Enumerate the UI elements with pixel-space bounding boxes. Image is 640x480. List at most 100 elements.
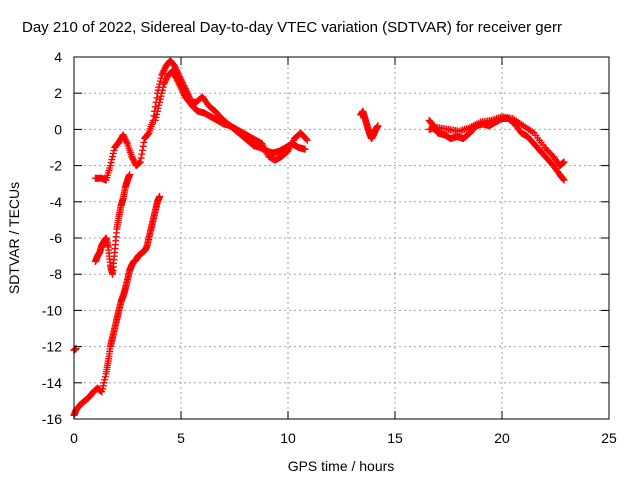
y-tick-label: -12 <box>42 339 62 355</box>
data-point <box>128 153 136 161</box>
data-point <box>98 388 106 396</box>
data-point <box>121 135 129 143</box>
data-point <box>136 158 144 166</box>
data-point <box>128 154 136 162</box>
data-point <box>156 95 164 103</box>
data-point <box>177 84 185 92</box>
series-mid-low-trace <box>91 171 134 278</box>
data-point <box>155 101 163 109</box>
x-tick-label: 15 <box>387 430 403 446</box>
data-point <box>101 373 109 381</box>
series-gap-block <box>357 107 382 142</box>
data-point <box>172 65 180 73</box>
y-tick-label: -2 <box>50 158 63 174</box>
data-point <box>159 83 167 91</box>
data-point <box>160 80 168 88</box>
y-tick-label: -4 <box>50 194 63 210</box>
data-point <box>129 156 137 164</box>
data-point <box>139 142 147 150</box>
data-point <box>156 98 164 106</box>
data-point <box>107 159 115 167</box>
data-point <box>162 76 170 84</box>
data-point <box>302 135 310 143</box>
data-point <box>560 158 568 166</box>
data-point <box>109 150 117 158</box>
series-rising-trace <box>70 192 164 419</box>
x-tick-label: 10 <box>280 430 296 446</box>
data-point <box>120 132 128 140</box>
data-point <box>160 67 168 75</box>
data-point <box>560 176 568 184</box>
data-point <box>303 136 311 144</box>
data-point <box>144 130 152 138</box>
y-tick-label: 4 <box>54 49 62 65</box>
data-point <box>153 107 161 115</box>
data-point <box>175 79 183 87</box>
y-tick-label: 0 <box>54 121 62 137</box>
x-axis-label: GPS time / hours <box>288 458 395 474</box>
data-point <box>374 122 382 130</box>
data-point <box>179 88 187 96</box>
data-point <box>173 76 181 84</box>
data-point <box>178 87 186 95</box>
data-point <box>106 162 114 170</box>
data-point <box>158 86 166 94</box>
data-point <box>137 154 145 162</box>
data-point <box>123 138 131 146</box>
y-tick-label: -16 <box>42 411 62 427</box>
data-point <box>138 150 146 158</box>
data-points <box>70 57 568 419</box>
data-point <box>157 92 165 100</box>
data-point <box>176 82 184 90</box>
data-point <box>171 64 179 72</box>
data-point <box>178 85 186 93</box>
series-late-trace-2 <box>425 113 568 170</box>
series-upper-trace-2 <box>151 67 311 164</box>
x-tick-label: 5 <box>177 430 185 446</box>
y-tick-label: -14 <box>42 375 62 391</box>
data-point <box>152 113 160 121</box>
data-point <box>161 77 169 85</box>
axis-ticks <box>73 56 610 420</box>
y-tick-label: -10 <box>42 302 62 318</box>
data-point <box>99 382 107 390</box>
x-tick-label: 0 <box>70 430 78 446</box>
data-point <box>158 70 166 78</box>
data-point <box>159 68 167 76</box>
data-point <box>121 134 129 142</box>
data-point <box>171 62 179 70</box>
data-point <box>301 145 309 153</box>
series-upper-trace <box>91 57 309 184</box>
data-point <box>158 89 166 97</box>
data-point <box>126 171 134 179</box>
data-point <box>559 175 567 183</box>
y-axis-label: SDTVAR / TECUs <box>6 182 22 294</box>
data-point <box>180 90 188 98</box>
data-point <box>140 138 148 146</box>
data-point <box>161 65 169 73</box>
data-point <box>100 379 108 387</box>
data-point <box>101 376 109 384</box>
data-point <box>153 110 161 118</box>
data-point <box>151 116 159 124</box>
y-tick-label: -6 <box>50 230 63 246</box>
y-tick-labels: 4 2 0 -2 -4 -6 -8 -10 -12 -14 -16 <box>42 49 62 427</box>
data-point <box>154 104 162 112</box>
data-point <box>173 75 181 83</box>
data-point <box>161 79 169 87</box>
x-tick-label: 20 <box>494 430 510 446</box>
data-point <box>153 94 161 102</box>
x-tick-label: 25 <box>601 430 617 446</box>
data-point <box>158 71 166 79</box>
data-point <box>109 153 117 161</box>
data-point <box>130 157 138 165</box>
data-point <box>138 146 146 154</box>
data-point <box>163 74 171 82</box>
data-point <box>122 137 130 145</box>
x-tick-labels: 0 5 10 15 20 25 <box>70 430 617 446</box>
data-point <box>108 156 116 164</box>
y-tick-label: 2 <box>54 85 62 101</box>
data-point <box>119 131 127 139</box>
data-point <box>174 78 182 86</box>
